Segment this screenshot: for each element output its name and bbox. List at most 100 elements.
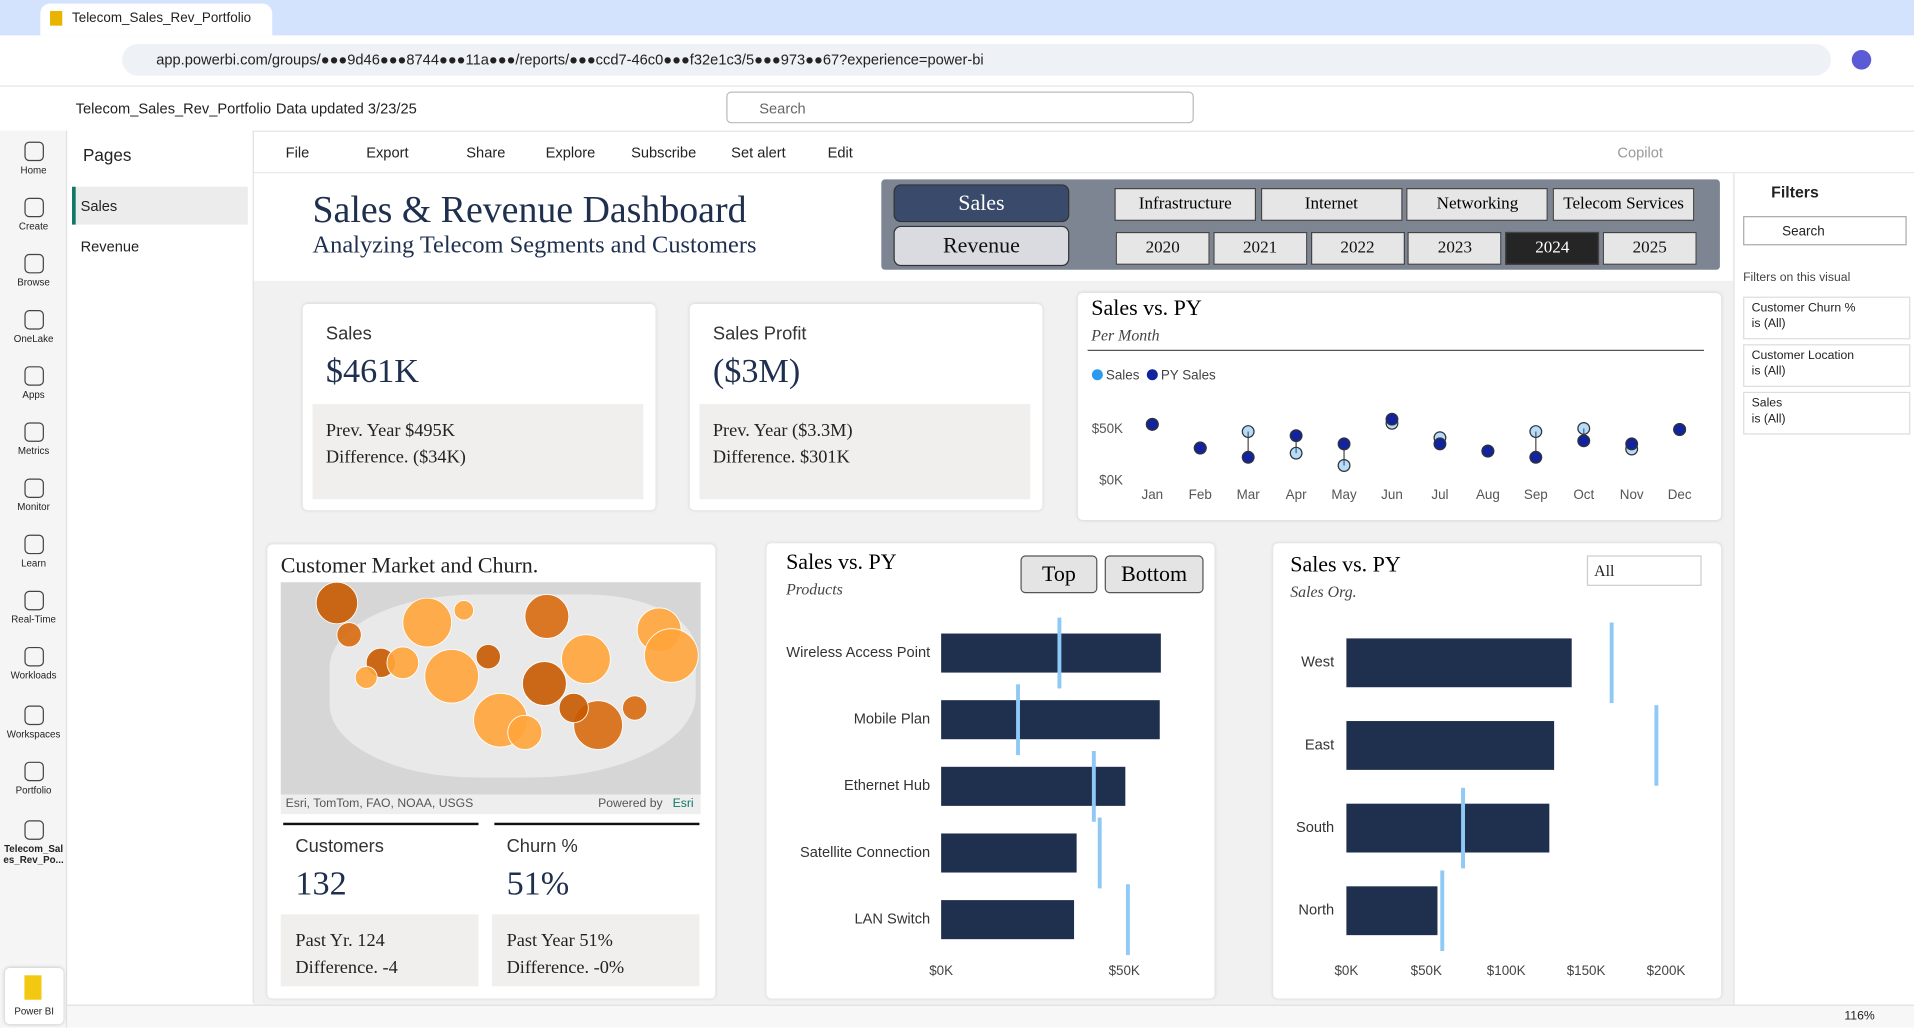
workspace-name[interactable]: Telecom_Sales_Rev_Portfolio xyxy=(75,100,272,118)
year-button[interactable]: 2025 xyxy=(1602,231,1697,265)
nav-icon[interactable] xyxy=(24,253,44,274)
filters-title: Filters xyxy=(1771,183,1819,202)
pages-title: Pages xyxy=(83,145,132,165)
nav-label[interactable]: Workspaces xyxy=(6,728,61,740)
card-prev: Past Yr. 124 xyxy=(295,931,385,951)
nav-label[interactable]: Learn xyxy=(21,557,47,569)
page-item[interactable]: Sales xyxy=(80,197,118,215)
page-item[interactable]: Revenue xyxy=(80,238,140,256)
toolbar-item[interactable]: Share xyxy=(466,144,506,162)
card-label: Churn % xyxy=(506,836,578,857)
year-button[interactable]: 2024 xyxy=(1505,231,1600,265)
left-nav xyxy=(0,130,68,1028)
filter-state: is (All) xyxy=(1751,317,1786,331)
tab-strip xyxy=(0,0,1914,36)
nav-label[interactable]: Apps xyxy=(22,389,45,401)
nav-label[interactable]: Telecom_Sales_Rev_Po... xyxy=(3,843,64,866)
tab-icon xyxy=(50,10,63,26)
segment-button[interactable]: Internet xyxy=(1260,187,1403,221)
dropdown[interactable] xyxy=(1586,555,1702,586)
card-box xyxy=(491,914,700,987)
zoom: 116% xyxy=(1844,1009,1875,1023)
nav-icon[interactable] xyxy=(24,820,44,840)
nav-label[interactable]: Metrics xyxy=(17,445,50,457)
year-button[interactable]: 2023 xyxy=(1407,231,1502,265)
filter-name: Customer Location xyxy=(1751,349,1855,363)
card-diff: Difference. -0% xyxy=(506,958,625,978)
kpi-value: ($3M) xyxy=(712,352,801,391)
nav-label[interactable]: Real-Time xyxy=(11,613,56,625)
bottom-button[interactable]: Bottom xyxy=(1104,555,1204,594)
kpi-diff: Difference. $301K xyxy=(712,447,850,468)
filters-pane xyxy=(1733,173,1914,1005)
filter-state: is (All) xyxy=(1751,412,1786,427)
card-prev: Past Year 51% xyxy=(506,931,613,951)
tab[interactable] xyxy=(40,3,273,36)
segment-button[interactable]: Infrastructure xyxy=(1114,187,1257,221)
search-box[interactable] xyxy=(726,91,1194,124)
esri-link[interactable]: Esri xyxy=(672,797,694,811)
address-bar[interactable] xyxy=(122,43,1831,76)
nav-label[interactable]: Workloads xyxy=(10,670,57,682)
card-label: Customers xyxy=(295,836,384,857)
nav-label[interactable]: Home xyxy=(20,164,47,176)
year-button[interactable]: 2020 xyxy=(1115,231,1210,265)
top-button[interactable]: Top xyxy=(1020,555,1098,594)
toolbar-item[interactable]: Explore xyxy=(545,144,596,162)
year-button[interactable]: 2021 xyxy=(1213,231,1308,265)
filter-card[interactable] xyxy=(1743,296,1911,340)
nav-label[interactable]: OneLake xyxy=(13,333,54,345)
nav-icon[interactable] xyxy=(24,141,44,162)
filter-state: is (All) xyxy=(1751,364,1786,379)
kpi-diff: Difference. ($34K) xyxy=(325,447,466,468)
card-rule xyxy=(283,822,479,826)
kpi-prev: Prev. Year $495K xyxy=(325,421,455,441)
nav-label[interactable]: Monitor xyxy=(17,501,50,513)
nav-icon[interactable] xyxy=(24,310,44,330)
page-button[interactable]: Sales xyxy=(893,184,1070,223)
filter-card[interactable] xyxy=(1743,344,1911,387)
kpi-label: Sales Profit xyxy=(712,323,807,345)
nav-icon[interactable] xyxy=(24,534,44,555)
nav-icon[interactable] xyxy=(24,705,44,726)
nav-icon[interactable] xyxy=(24,590,44,611)
copilot[interactable]: Copilot xyxy=(1617,144,1663,162)
filter-name: Customer Churn % xyxy=(1751,301,1856,315)
filter-card[interactable] xyxy=(1743,391,1911,435)
page-button[interactable]: Revenue xyxy=(893,225,1070,267)
filters-search[interactable] xyxy=(1743,216,1907,246)
report-title: Sales & Revenue Dashboard xyxy=(312,187,747,231)
card-value: 132 xyxy=(295,865,347,904)
kpi-box xyxy=(699,404,1031,500)
toolbar-item[interactable]: File xyxy=(285,144,310,162)
month-chart-card xyxy=(1077,292,1722,521)
toolbar-item[interactable]: Set alert xyxy=(731,144,786,162)
nav-label[interactable]: Create xyxy=(18,220,49,232)
toolbar-item[interactable]: Edit xyxy=(827,144,853,162)
search-placeholder: Search xyxy=(759,100,806,118)
nav-label[interactable]: Portfolio xyxy=(15,784,52,796)
nav-label[interactable]: Browse xyxy=(17,277,50,289)
nav-icon[interactable] xyxy=(24,761,44,782)
segment-button[interactable]: Networking xyxy=(1406,187,1549,221)
nav-icon[interactable] xyxy=(24,478,44,499)
segment-button[interactable]: Telecom Services xyxy=(1552,187,1695,221)
nav-icon[interactable] xyxy=(24,366,44,386)
toolbar-item[interactable]: Export xyxy=(366,144,409,162)
nav-icon[interactable] xyxy=(24,422,44,442)
product-chart-card xyxy=(766,543,1215,999)
kpi-label: Sales xyxy=(325,323,372,345)
status-bar xyxy=(67,1004,1914,1028)
nav-icon[interactable] xyxy=(24,646,44,667)
toolbar-item[interactable]: Subscribe xyxy=(631,144,697,162)
year-button[interactable]: 2022 xyxy=(1310,231,1405,265)
filter-name: Sales xyxy=(1751,396,1783,411)
nav-icon[interactable] xyxy=(24,197,44,218)
profile[interactable] xyxy=(1851,50,1872,70)
kpi-prev: Prev. Year ($3.3M) xyxy=(712,421,853,441)
toolbar xyxy=(253,130,1914,174)
data-updated[interactable]: Data updated 3/23/25 xyxy=(275,100,417,118)
